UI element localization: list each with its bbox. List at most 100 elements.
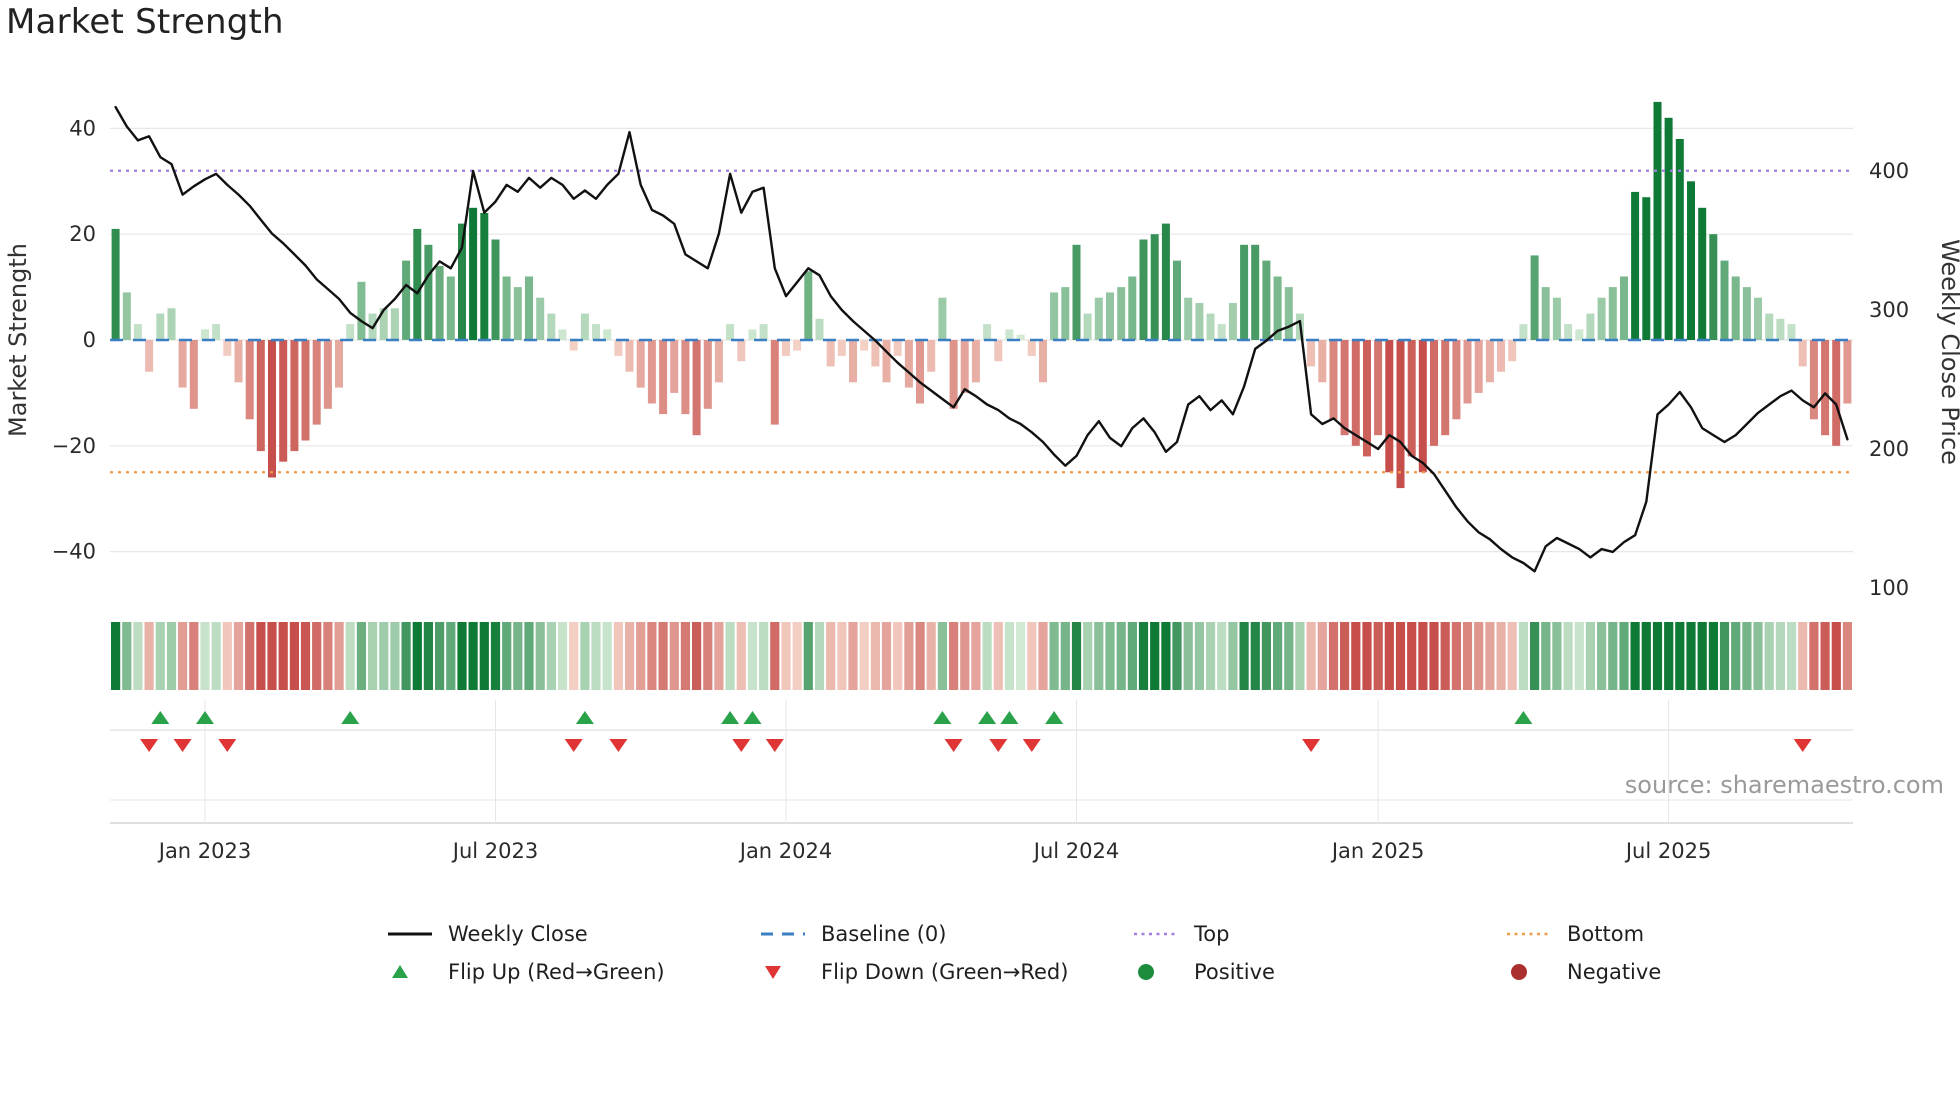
flip-up-triangle-icon: [392, 965, 408, 978]
heat-strip-cell: [1798, 622, 1808, 690]
left-axis-tick-label: 20: [69, 222, 96, 246]
strength-bar: [469, 207, 478, 341]
strength-bar: [1329, 340, 1338, 420]
strength-bar: [558, 329, 567, 340]
heat-strip-cell: [1496, 622, 1506, 690]
strength-bar: [1564, 324, 1573, 340]
heat-strip-cell: [312, 622, 322, 690]
heat-strip-cell: [1161, 622, 1171, 690]
strength-bar: [335, 340, 343, 388]
heat-strip-cell: [1049, 622, 1059, 690]
bottom-dotted-icon: [1507, 932, 1551, 936]
strength-bar: [971, 340, 980, 383]
heat-strip-cell: [613, 622, 623, 690]
heat-strip-cell: [1351, 622, 1361, 690]
heat-strip-cell: [1764, 622, 1774, 690]
heat-strip-cell: [1284, 622, 1294, 690]
strength-bar: [1039, 340, 1047, 383]
heat-strip-cell: [1373, 622, 1383, 690]
strength-bar: [1385, 340, 1394, 473]
heat-strip-cell: [1340, 622, 1350, 690]
strength-bar: [1664, 117, 1673, 340]
heat-strip-cell: [1597, 622, 1607, 690]
strength-bar: [1027, 340, 1036, 356]
strength-bar: [1407, 340, 1416, 457]
heat-strip-cell: [479, 622, 489, 690]
heat-strip-cell: [1295, 622, 1305, 690]
strength-bar: [927, 340, 936, 372]
heat-strip-cell: [1138, 622, 1149, 690]
heat-strip-cell: [904, 622, 914, 690]
strength-bar: [525, 276, 533, 340]
heat-strip-cell: [222, 622, 232, 690]
flip-down-marker: [1022, 739, 1041, 752]
heat-strip-cell: [1440, 622, 1450, 690]
strength-bar: [223, 340, 232, 356]
heat-strip-cell: [1306, 622, 1316, 690]
heat-strip-cell: [1250, 622, 1260, 690]
strength-bar: [156, 313, 165, 340]
strength-bar: [1106, 292, 1114, 340]
heat-strip-cell: [859, 622, 869, 690]
strength-bar: [1117, 287, 1126, 340]
strength-bar: [1150, 234, 1159, 340]
heat-strip-cell: [1038, 622, 1048, 690]
strength-bar: [1798, 340, 1807, 367]
heat-strip-cell: [926, 622, 936, 690]
heat-strip-cell: [435, 622, 445, 690]
strength-bar: [681, 340, 690, 415]
weekly-close-line-icon: [388, 932, 432, 936]
strength-bar: [1195, 303, 1204, 340]
flip-down-marker: [140, 739, 159, 752]
heat-strip-cell: [557, 622, 568, 690]
strength-bar: [402, 260, 411, 340]
heat-strip-cell: [1004, 622, 1014, 690]
strength-bar: [1642, 197, 1651, 340]
strength-bar: [346, 324, 355, 340]
heat-strip-cell: [356, 622, 366, 690]
strength-bar: [1418, 340, 1427, 473]
heat-strip-cell: [267, 622, 277, 690]
heat-strip-cell: [457, 622, 467, 690]
legend: Weekly Close Baseline (0) Top Bottom Fli…: [386, 922, 1878, 984]
strength-bar: [692, 340, 701, 436]
heat-strip-cell: [1753, 622, 1763, 690]
flip-down-marker: [989, 739, 1008, 752]
strength-bar: [1463, 340, 1472, 404]
strength-bar: [1832, 340, 1841, 446]
x-axis-tick-label: Jul 2024: [1032, 839, 1119, 863]
heat-strip-cell: [546, 622, 556, 690]
strength-bar: [1452, 340, 1461, 420]
heat-strip-cell: [166, 622, 177, 690]
flip-down-marker: [732, 739, 751, 752]
heat-strip-cell: [747, 622, 758, 690]
heat-strip-cell: [937, 622, 947, 690]
heat-strip-cell: [1474, 622, 1484, 690]
strength-bar: [960, 340, 969, 393]
flip-down-marker: [609, 739, 628, 752]
flip-down-marker: [564, 739, 583, 752]
flip-down-marker: [1302, 739, 1321, 752]
strength-bar: [133, 324, 142, 340]
heat-strip-cell: [1619, 622, 1629, 690]
heat-strip-cell: [1116, 622, 1126, 690]
strength-bar: [1217, 324, 1226, 340]
strength-bar: [1541, 287, 1550, 340]
strength-bar: [871, 340, 880, 367]
heat-strip-cell: [781, 622, 791, 690]
strength-bar: [1173, 260, 1181, 340]
flip-up-marker: [978, 711, 997, 724]
strength-bar: [625, 340, 634, 372]
strength-bar: [916, 340, 924, 404]
heat-strip-cell: [1183, 622, 1193, 690]
strength-bar: [268, 340, 276, 478]
heat-strip-cell: [580, 622, 590, 690]
strength-bar: [1720, 260, 1729, 340]
strength-bar: [893, 340, 902, 356]
strength-bar: [1843, 340, 1852, 404]
strength-bar: [1128, 276, 1137, 340]
legend-item-baseline: Baseline (0): [759, 922, 1132, 946]
heat-strip-cell: [1809, 622, 1819, 690]
strength-bar: [491, 239, 500, 340]
left-axis-tick-label: −40: [52, 540, 96, 564]
